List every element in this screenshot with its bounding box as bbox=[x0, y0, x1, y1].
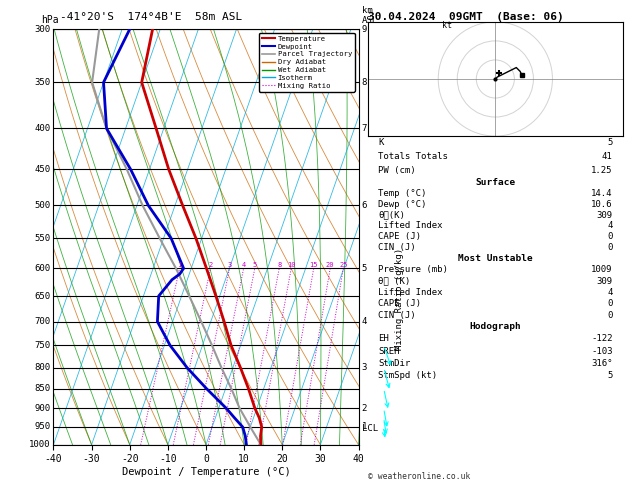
Text: km
ASL: km ASL bbox=[362, 6, 377, 25]
Text: -122: -122 bbox=[591, 334, 613, 344]
Text: θᴇ (K): θᴇ (K) bbox=[378, 277, 410, 286]
Text: 600: 600 bbox=[35, 264, 50, 273]
Text: -103: -103 bbox=[591, 347, 613, 356]
Text: 10.6: 10.6 bbox=[591, 200, 613, 209]
Text: 300: 300 bbox=[35, 25, 50, 34]
Text: kt: kt bbox=[442, 20, 452, 30]
Text: 750: 750 bbox=[35, 341, 50, 350]
Text: 950: 950 bbox=[35, 422, 50, 432]
Text: 309: 309 bbox=[596, 210, 613, 220]
Text: Lifted Index: Lifted Index bbox=[378, 221, 443, 230]
Text: 20: 20 bbox=[326, 262, 335, 268]
Text: 5: 5 bbox=[362, 264, 367, 273]
Text: 7: 7 bbox=[362, 124, 367, 133]
Text: 8: 8 bbox=[277, 262, 281, 268]
Text: 2: 2 bbox=[208, 262, 213, 268]
Text: Surface: Surface bbox=[476, 178, 515, 187]
Text: 41: 41 bbox=[602, 152, 613, 161]
Text: SREH: SREH bbox=[378, 347, 399, 356]
Text: 400: 400 bbox=[35, 124, 50, 133]
Text: StmDir: StmDir bbox=[378, 359, 410, 368]
Text: CIN (J): CIN (J) bbox=[378, 243, 416, 252]
Text: 550: 550 bbox=[35, 234, 50, 243]
Text: LCL: LCL bbox=[362, 424, 377, 434]
Text: 850: 850 bbox=[35, 384, 50, 393]
Text: 3: 3 bbox=[228, 262, 231, 268]
Text: 14.4: 14.4 bbox=[591, 189, 613, 198]
Text: 25: 25 bbox=[339, 262, 347, 268]
Text: 0: 0 bbox=[607, 232, 613, 241]
Text: Totals Totals: Totals Totals bbox=[378, 152, 448, 161]
X-axis label: Dewpoint / Temperature (°C): Dewpoint / Temperature (°C) bbox=[121, 467, 291, 477]
Text: 1009: 1009 bbox=[591, 265, 613, 274]
Text: 30.04.2024  09GMT  (Base: 06): 30.04.2024 09GMT (Base: 06) bbox=[368, 12, 564, 22]
Text: 1: 1 bbox=[177, 262, 182, 268]
Text: 5: 5 bbox=[253, 262, 257, 268]
Text: 500: 500 bbox=[35, 201, 50, 210]
Text: θᴇ(K): θᴇ(K) bbox=[378, 210, 405, 220]
Text: Pressure (mb): Pressure (mb) bbox=[378, 265, 448, 274]
Text: 5: 5 bbox=[607, 371, 613, 380]
Text: 9: 9 bbox=[362, 25, 367, 34]
Text: 0: 0 bbox=[607, 243, 613, 252]
Text: 350: 350 bbox=[35, 78, 50, 87]
Text: 309: 309 bbox=[596, 277, 613, 286]
Text: Temp (°C): Temp (°C) bbox=[378, 189, 426, 198]
Text: EH: EH bbox=[378, 334, 389, 344]
Text: 6: 6 bbox=[362, 201, 367, 210]
Text: Mixing Ratio (g/kg): Mixing Ratio (g/kg) bbox=[395, 248, 404, 350]
Text: Dewp (°C): Dewp (°C) bbox=[378, 200, 426, 209]
Text: 4: 4 bbox=[242, 262, 246, 268]
Text: 650: 650 bbox=[35, 292, 50, 300]
Text: 1000: 1000 bbox=[29, 440, 50, 449]
Legend: Temperature, Dewpoint, Parcel Trajectory, Dry Adiabat, Wet Adiabat, Isotherm, Mi: Temperature, Dewpoint, Parcel Trajectory… bbox=[259, 33, 355, 92]
Text: 5: 5 bbox=[607, 139, 613, 147]
Text: 900: 900 bbox=[35, 404, 50, 413]
Text: CIN (J): CIN (J) bbox=[378, 311, 416, 320]
Text: Most Unstable: Most Unstable bbox=[458, 254, 533, 263]
Text: 15: 15 bbox=[309, 262, 318, 268]
Text: 8: 8 bbox=[362, 78, 367, 87]
Text: 4: 4 bbox=[607, 221, 613, 230]
Text: 1: 1 bbox=[362, 422, 367, 432]
Text: 0: 0 bbox=[607, 299, 613, 308]
Text: PW (cm): PW (cm) bbox=[378, 166, 416, 175]
Text: 4: 4 bbox=[362, 317, 367, 326]
Text: 0: 0 bbox=[607, 311, 613, 320]
Text: K: K bbox=[378, 139, 384, 147]
Text: Hodograph: Hodograph bbox=[469, 322, 521, 331]
Text: 450: 450 bbox=[35, 165, 50, 174]
Text: 700: 700 bbox=[35, 317, 50, 326]
Text: © weatheronline.co.uk: © weatheronline.co.uk bbox=[368, 472, 470, 481]
Text: CAPE (J): CAPE (J) bbox=[378, 299, 421, 308]
Text: -41°20'S  174°4B'E  58m ASL: -41°20'S 174°4B'E 58m ASL bbox=[60, 12, 242, 22]
Text: 800: 800 bbox=[35, 363, 50, 372]
Text: hPa: hPa bbox=[42, 15, 59, 25]
Text: CAPE (J): CAPE (J) bbox=[378, 232, 421, 241]
Text: 3: 3 bbox=[362, 363, 367, 372]
Text: 10: 10 bbox=[287, 262, 296, 268]
Text: 1.25: 1.25 bbox=[591, 166, 613, 175]
Text: StmSpd (kt): StmSpd (kt) bbox=[378, 371, 437, 380]
Text: Lifted Index: Lifted Index bbox=[378, 288, 443, 297]
Text: 2: 2 bbox=[362, 404, 367, 413]
Text: 316°: 316° bbox=[591, 359, 613, 368]
Text: 4: 4 bbox=[607, 288, 613, 297]
